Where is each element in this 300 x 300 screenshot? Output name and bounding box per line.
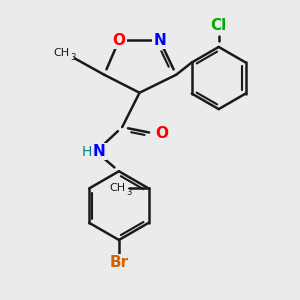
Text: 3: 3 [70,53,76,62]
Text: Cl: Cl [211,18,227,33]
Text: CH: CH [110,183,126,194]
Text: Br: Br [110,255,128,270]
Text: N: N [153,33,166,48]
Text: O: O [112,33,125,48]
Text: 3: 3 [126,188,131,197]
Text: O: O [155,126,168,141]
Text: CH: CH [54,49,70,58]
Text: H: H [82,145,92,159]
Text: N: N [93,144,106,159]
